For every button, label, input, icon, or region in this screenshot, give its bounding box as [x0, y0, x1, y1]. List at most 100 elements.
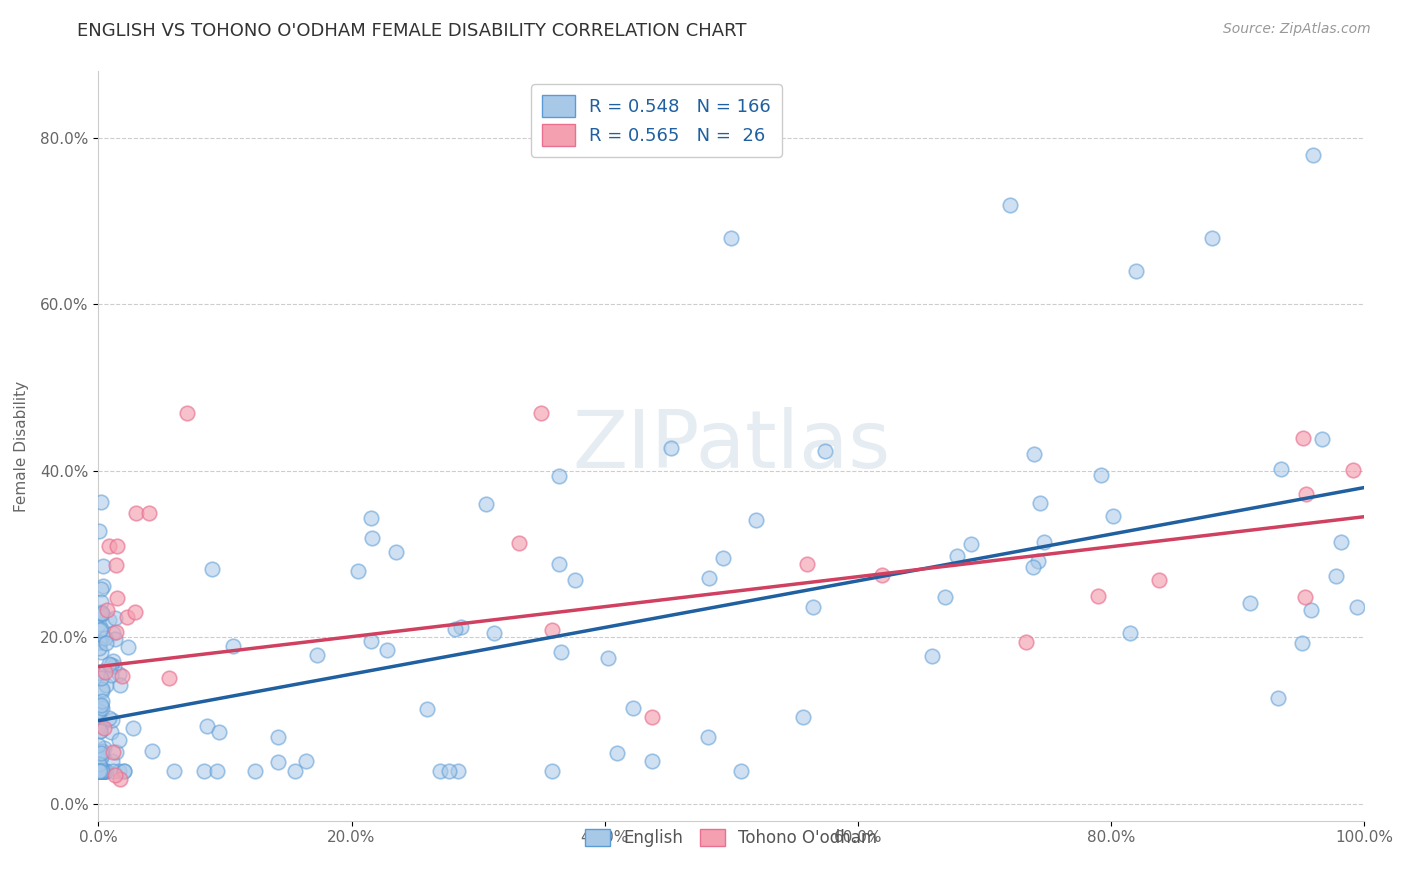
Point: [87, 764, 110, 778]
Point: [1102, 509, 1125, 524]
Point: [934, 590, 956, 604]
Point: [621, 700, 644, 714]
Point: [1090, 467, 1112, 482]
Point: [94, 636, 117, 650]
Point: [1294, 591, 1316, 605]
Text: ZIPatlas: ZIPatlas: [572, 407, 890, 485]
Point: [659, 441, 682, 455]
Point: [1239, 596, 1261, 610]
Point: [89, 764, 111, 778]
Point: [93, 722, 115, 736]
Point: [295, 754, 318, 768]
Point: [101, 764, 124, 778]
Point: [87, 751, 110, 765]
Point: [104, 632, 127, 647]
Point: [89, 641, 111, 656]
Point: [89, 606, 111, 620]
Point: [201, 561, 224, 575]
Point: [115, 609, 138, 624]
Point: [91, 744, 114, 758]
Point: [122, 722, 145, 736]
Point: [157, 671, 180, 685]
Point: [360, 531, 382, 545]
Point: [605, 747, 627, 761]
Point: [1330, 535, 1353, 549]
Point: [89, 724, 111, 739]
Point: [104, 611, 127, 625]
Point: [437, 764, 460, 778]
Point: [89, 764, 111, 778]
Point: [108, 733, 131, 747]
Point: [540, 624, 562, 638]
Point: [87, 665, 110, 679]
Point: [1295, 487, 1317, 501]
Point: [360, 634, 382, 648]
Point: [1022, 447, 1045, 461]
Point: [93, 764, 115, 778]
Point: [100, 657, 122, 672]
Point: [90, 645, 112, 659]
Point: [138, 506, 160, 520]
Point: [101, 745, 124, 759]
Point: [96, 764, 118, 778]
Point: [347, 564, 370, 578]
Point: [101, 754, 124, 768]
Point: [1310, 432, 1333, 446]
Point: [193, 764, 215, 778]
Y-axis label: Female Disability: Female Disability: [14, 380, 30, 512]
Point: [89, 709, 111, 723]
Point: [375, 643, 398, 657]
Legend: English, Tohono O'odham: English, Tohono O'odham: [578, 822, 884, 854]
Point: [1270, 462, 1292, 476]
Point: [792, 710, 814, 724]
Point: [87, 764, 110, 778]
Point: [87, 738, 110, 752]
Point: [108, 772, 131, 787]
Point: [482, 626, 505, 640]
Point: [100, 724, 122, 739]
Point: [711, 551, 734, 566]
Point: [87, 751, 110, 765]
Point: [90, 746, 112, 760]
Point: [94, 665, 117, 680]
Point: [87, 764, 110, 778]
Point: [998, 197, 1021, 211]
Text: Source: ZipAtlas.com: Source: ZipAtlas.com: [1223, 22, 1371, 37]
Point: [450, 620, 472, 634]
Point: [89, 704, 111, 718]
Point: [195, 719, 218, 733]
Point: [1346, 600, 1368, 615]
Point: [89, 635, 111, 649]
Point: [87, 764, 110, 778]
Point: [91, 579, 114, 593]
Point: [221, 640, 243, 654]
Point: [1201, 231, 1223, 245]
Point: [960, 537, 983, 551]
Point: [1026, 554, 1049, 568]
Point: [90, 681, 112, 696]
Point: [89, 764, 111, 778]
Point: [90, 595, 112, 609]
Point: [90, 606, 112, 620]
Point: [90, 764, 112, 778]
Point: [946, 549, 969, 564]
Point: [94, 764, 117, 778]
Point: [103, 654, 125, 668]
Point: [697, 730, 720, 744]
Point: [1015, 635, 1038, 649]
Point: [90, 764, 112, 778]
Point: [87, 764, 110, 778]
Point: [89, 764, 111, 778]
Point: [530, 406, 553, 420]
Point: [124, 606, 146, 620]
Point: [1291, 636, 1313, 650]
Point: [1147, 573, 1170, 587]
Point: [641, 710, 664, 724]
Point: [93, 764, 115, 778]
Point: [112, 764, 135, 778]
Point: [360, 511, 382, 525]
Point: [89, 724, 111, 739]
Point: [94, 631, 117, 645]
Point: [89, 623, 111, 637]
Point: [90, 750, 112, 764]
